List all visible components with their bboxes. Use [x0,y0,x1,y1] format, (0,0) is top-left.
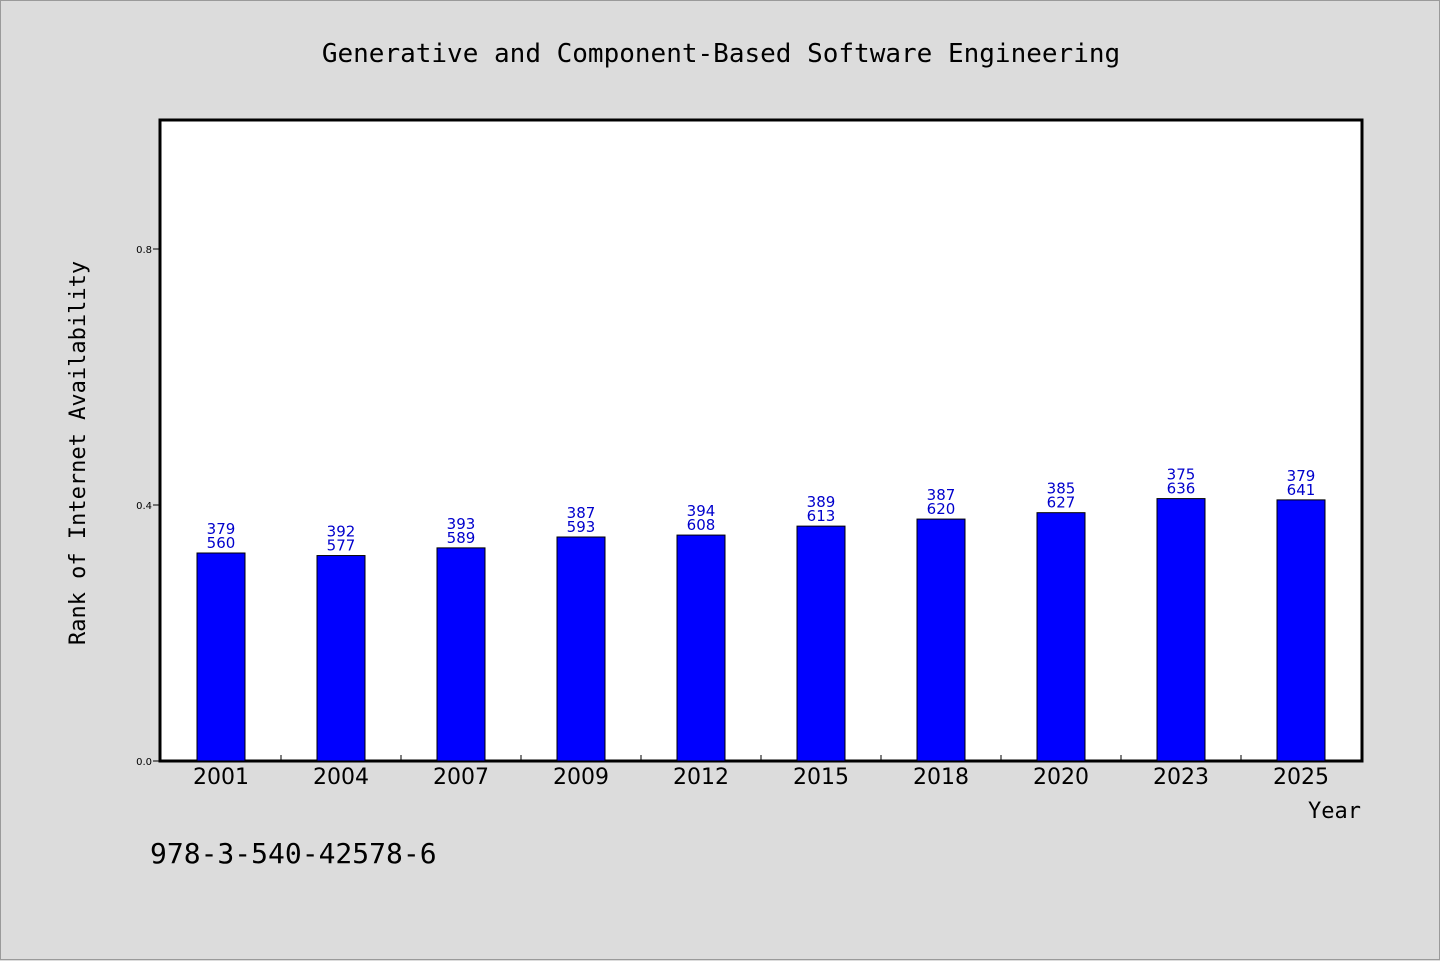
x-tick-label-2018: 2018 [913,765,969,790]
x-tick-label-2023: 2023 [1153,765,1209,790]
x-axis-label: Year [1308,799,1361,824]
data-label-top-2001: 379 [207,520,236,538]
x-tick-label-2020: 2020 [1033,765,1089,790]
y-ticks-layer: 0.0 0.4 0.8 [136,245,161,768]
y-tick-label-0.4: 0.4 [136,501,152,512]
y-tick-label-0.0: 0.0 [136,757,152,768]
data-label-bottom-2012: 608 [687,516,716,534]
data-label-bottom-2007: 589 [447,529,476,547]
data-label-bottom-2018: 620 [927,500,956,518]
bar-2015 [796,525,846,762]
x-tick-label-2015: 2015 [793,765,849,790]
data-label-bottom-2023: 636 [1167,480,1196,498]
bar-2009 [556,536,606,762]
data-label-bottom-2004: 577 [327,537,356,555]
data-label-bottom-2015: 613 [807,507,836,525]
bar-2007 [436,547,486,762]
data-label-bottom-2020: 627 [1047,494,1076,512]
y-axis-label: Rank of Internet Availability [66,261,91,645]
data-labels-layer: 3795603925773935893875933946083896133876… [207,466,1316,555]
bar-2001 [196,552,246,762]
bars-layer [196,498,1326,762]
data-label-top-2023: 375 [1167,466,1196,484]
bar-2023 [1156,498,1206,762]
data-label-top-2018: 387 [927,486,956,504]
bar-2018 [916,518,966,762]
bar-2012 [676,534,726,762]
chart-title: Generative and Component-Based Software … [322,39,1120,69]
x-tick-label-2007: 2007 [433,765,489,790]
data-label-bottom-2025: 641 [1287,481,1316,499]
data-label-top-2004: 392 [327,523,356,541]
data-label-top-2012: 394 [687,502,716,520]
x-tick-label-2009: 2009 [553,765,609,790]
x-ticks-layer: 2001 2004 2007 2009 2012 2015 2018 2020 2023 2025 [193,755,1329,790]
y-tick-label-0.8: 0.8 [136,245,152,256]
data-label-top-2025: 379 [1287,467,1316,485]
bar-2025 [1276,499,1326,762]
data-label-bottom-2009: 593 [567,518,596,536]
bar-2004 [316,555,366,762]
data-label-top-2015: 389 [807,493,836,511]
x-tick-label-2001: 2001 [193,765,249,790]
data-label-bottom-2001: 560 [207,534,236,552]
data-label-top-2009: 387 [567,504,596,522]
isbn-footer: 978-3-540-42578-6 [150,837,437,870]
x-tick-label-2004: 2004 [313,765,369,790]
x-tick-label-2012: 2012 [673,765,729,790]
data-label-top-2007: 393 [447,515,476,533]
data-label-top-2020: 385 [1047,480,1076,498]
x-tick-label-2025: 2025 [1273,765,1329,790]
bar-2020 [1036,512,1086,762]
